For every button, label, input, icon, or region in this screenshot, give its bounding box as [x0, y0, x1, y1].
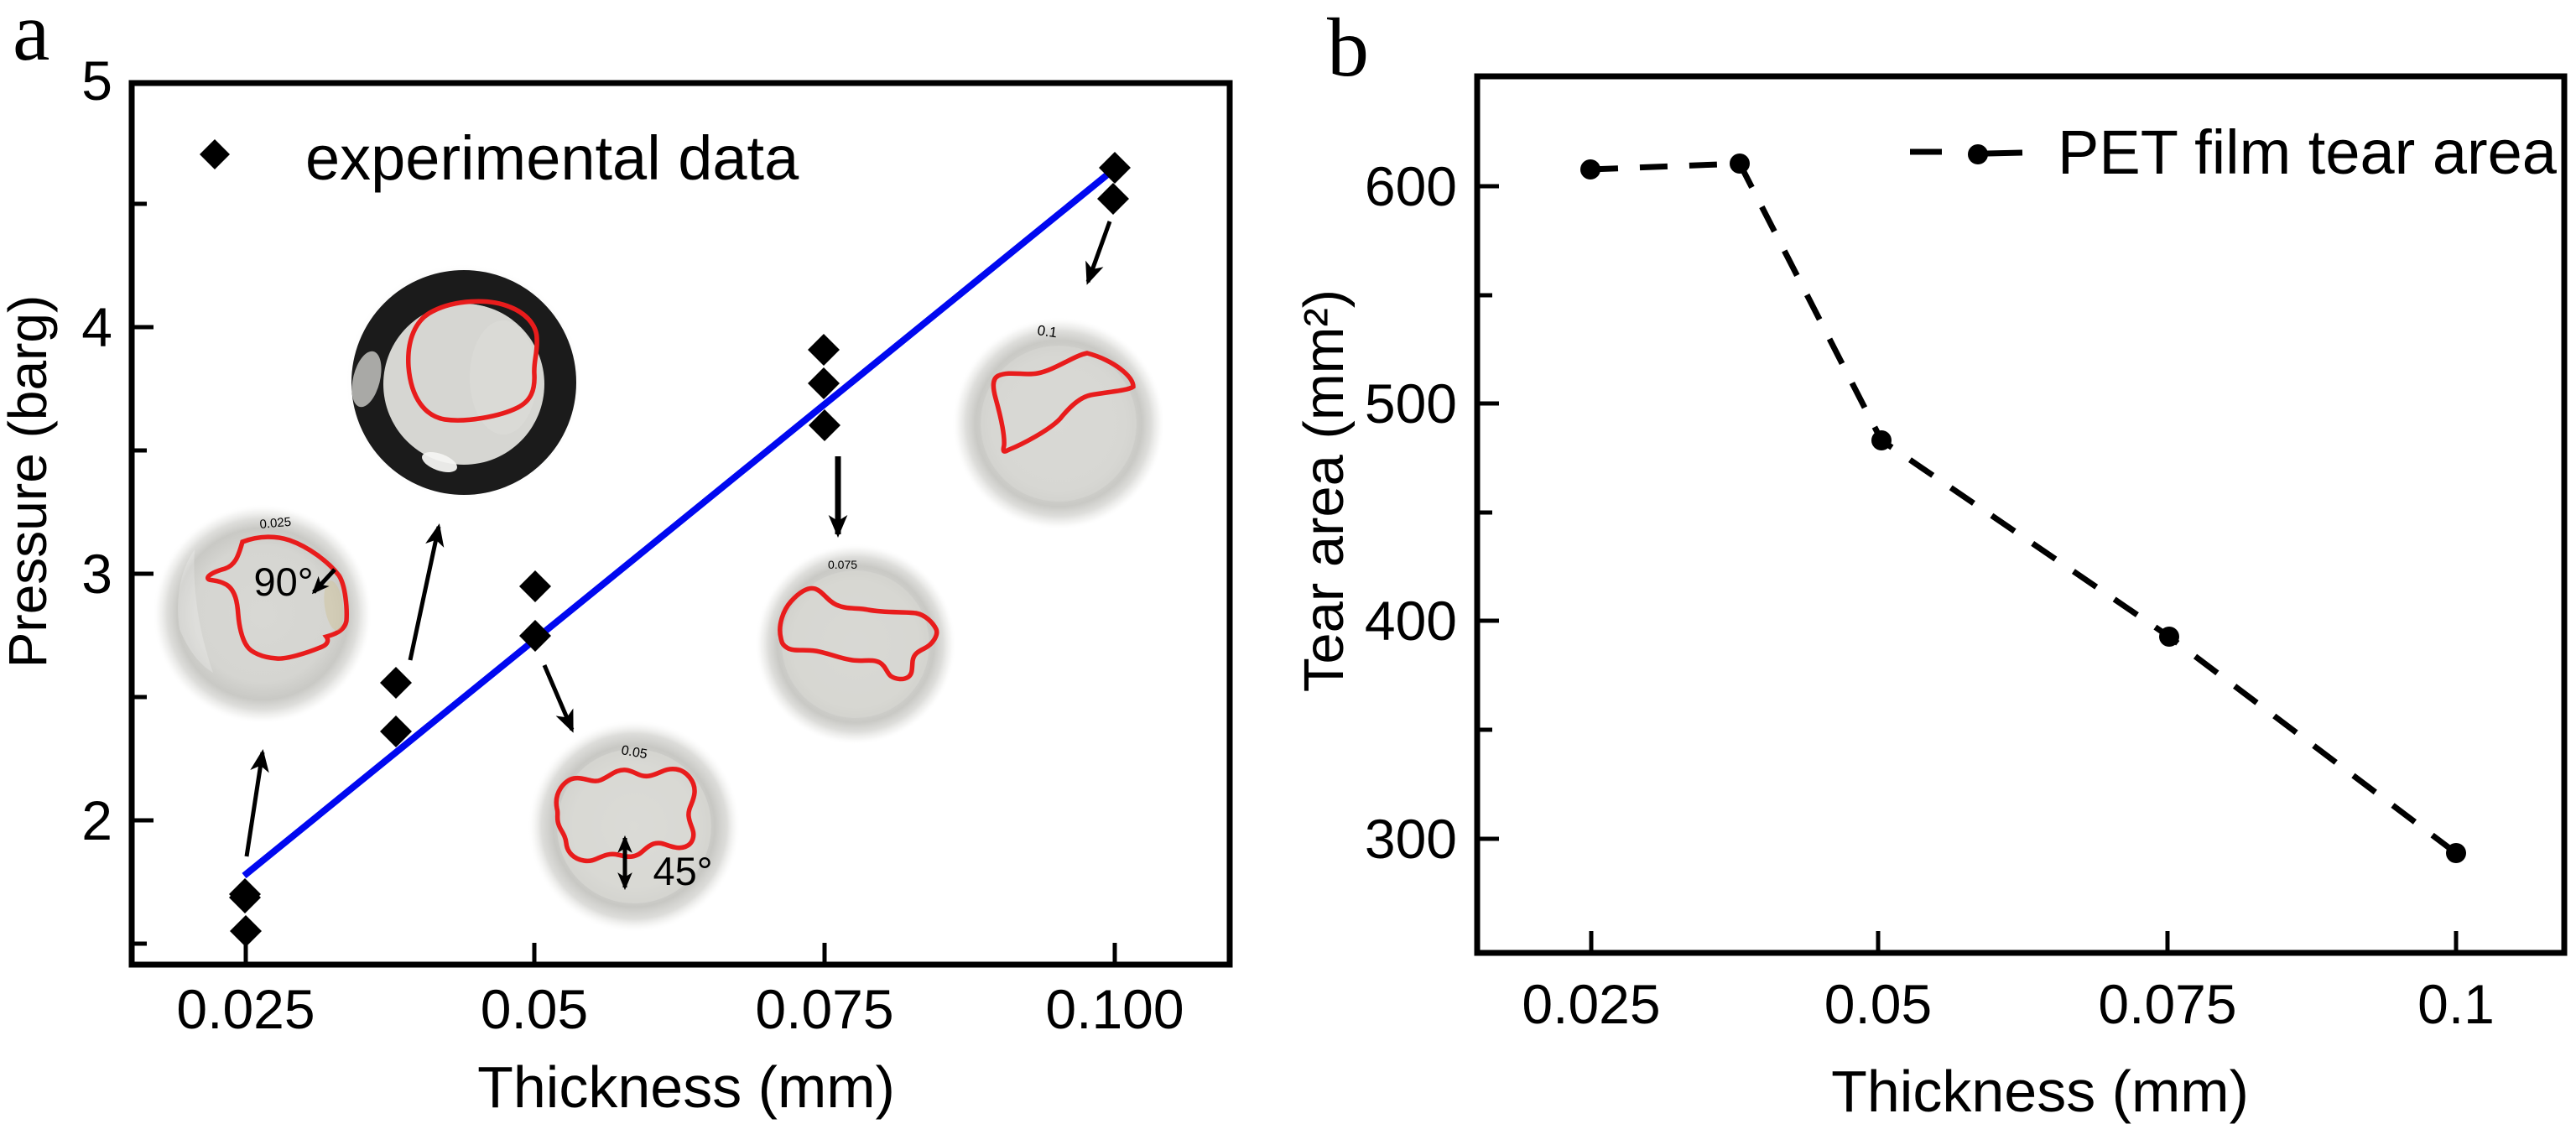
svg-text:0.1: 0.1 [1036, 322, 1058, 341]
svg-text:0.025: 0.025 [259, 515, 292, 532]
svg-text:400: 400 [1365, 590, 1457, 652]
svg-text:0.025: 0.025 [176, 978, 315, 1040]
svg-text:600: 600 [1365, 155, 1457, 217]
svg-text:b: b [1327, 1, 1369, 94]
svg-text:500: 500 [1365, 372, 1457, 435]
svg-text:Thickness (mm): Thickness (mm) [477, 1054, 895, 1120]
svg-text:45°: 45° [653, 849, 712, 893]
svg-text:experimental data: experimental data [305, 123, 799, 193]
svg-text:0.075: 0.075 [2098, 973, 2236, 1035]
svg-text:Thickness (mm): Thickness (mm) [1831, 1059, 2249, 1124]
svg-text:3: 3 [81, 543, 112, 605]
svg-text:0.05: 0.05 [481, 978, 588, 1040]
svg-text:0.1: 0.1 [2417, 973, 2495, 1035]
svg-text:5: 5 [81, 49, 112, 112]
svg-text:0.075: 0.075 [755, 978, 893, 1040]
svg-text:300: 300 [1365, 808, 1457, 870]
svg-text:Tear area (mm²): Tear area (mm²) [1293, 289, 1356, 692]
svg-text:Pressure (barg): Pressure (barg) [0, 295, 58, 669]
svg-text:0.075: 0.075 [828, 558, 857, 571]
svg-text:90°: 90° [253, 559, 313, 604]
svg-text:2: 2 [81, 789, 112, 851]
svg-text:0.05: 0.05 [620, 743, 648, 762]
svg-text:0.025: 0.025 [1522, 973, 1660, 1035]
svg-text:4: 4 [81, 296, 112, 358]
svg-text:0.05: 0.05 [1824, 973, 1932, 1035]
svg-text:PET film tear area: PET film tear area [2058, 117, 2558, 187]
svg-text:a: a [13, 0, 49, 78]
svg-text:0.100: 0.100 [1045, 978, 1184, 1040]
